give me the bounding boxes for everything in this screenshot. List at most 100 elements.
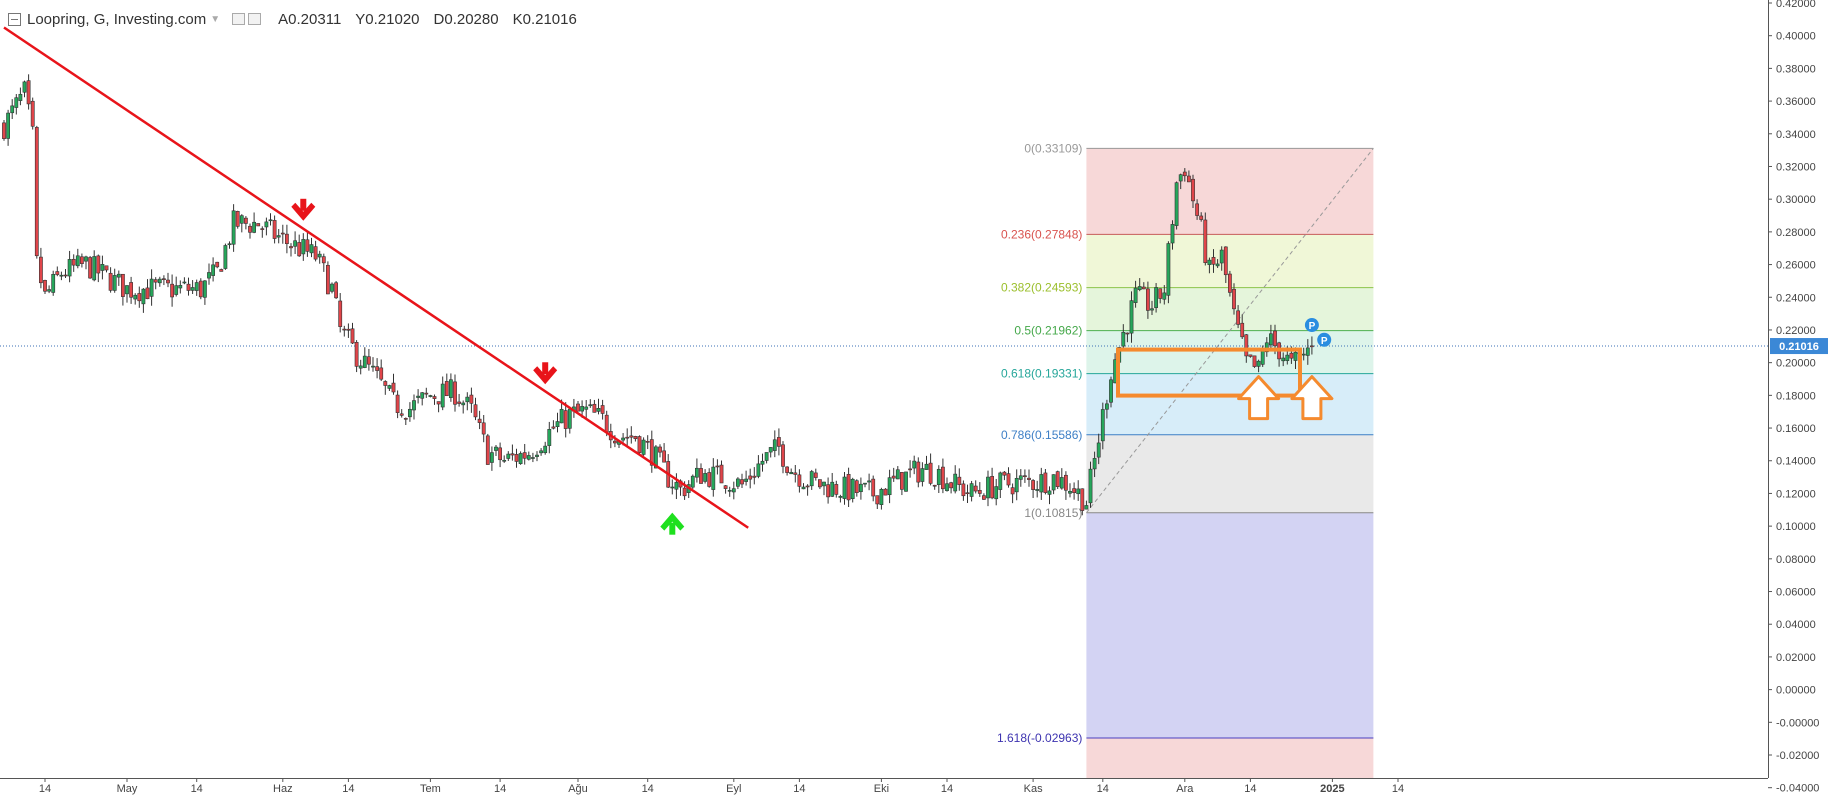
candle: [510, 444, 515, 461]
candles: [2, 74, 1314, 516]
candle: [1174, 181, 1179, 230]
candle: [178, 280, 183, 294]
candle-body: [1248, 354, 1253, 357]
candle: [92, 250, 97, 282]
candle-body: [703, 473, 708, 482]
candle: [719, 460, 724, 484]
candle-body: [1301, 353, 1306, 356]
candle: [321, 253, 326, 272]
candle: [1207, 257, 1212, 274]
candle: [358, 359, 363, 375]
candle-body: [592, 403, 597, 413]
candle: [526, 451, 531, 461]
x-tick-label: Tem: [420, 783, 441, 795]
candle: [645, 435, 650, 450]
candle: [1269, 324, 1273, 350]
candle-body: [321, 256, 326, 264]
fib-band: [1086, 512, 1374, 739]
candle-body: [1215, 263, 1220, 267]
candle: [768, 447, 773, 458]
candle: [723, 485, 728, 494]
candle-body: [850, 478, 855, 499]
candle: [1080, 488, 1085, 516]
candle: [735, 477, 740, 490]
candle: [969, 480, 974, 502]
candle: [1281, 352, 1286, 367]
candle-body: [63, 274, 68, 277]
candle-body: [272, 220, 277, 239]
candle: [981, 493, 986, 500]
candle: [805, 484, 810, 496]
candle-body: [1051, 474, 1056, 491]
candle-body: [1105, 403, 1109, 410]
down-arrow: [533, 362, 558, 385]
candle: [977, 482, 982, 497]
candle: [879, 487, 884, 510]
candle: [502, 455, 507, 463]
candle-body: [498, 447, 503, 461]
candle-body: [760, 460, 765, 465]
candle: [157, 276, 162, 287]
candle-body: [846, 474, 851, 501]
x-tick-label: 14: [342, 783, 354, 795]
candle-body: [891, 475, 896, 479]
candle-body: [448, 379, 453, 398]
x-tick-label: 14: [1097, 783, 1109, 795]
candle-body: [826, 484, 831, 498]
candle: [133, 293, 138, 305]
candle: [1248, 354, 1253, 358]
candle-body: [502, 459, 507, 462]
candle-body: [576, 403, 580, 412]
candle: [465, 392, 470, 411]
candle: [440, 376, 445, 411]
candle-body: [116, 273, 121, 278]
candle-body: [817, 479, 822, 488]
candle-body: [1310, 345, 1314, 348]
y-axis-panel: [1768, 0, 1840, 798]
candle: [772, 430, 777, 458]
candle: [871, 475, 876, 502]
candle-body: [936, 468, 941, 485]
arrow-head: [660, 512, 685, 531]
x-tick-label: 14: [941, 783, 953, 795]
candle-body: [1002, 471, 1007, 476]
candle-body: [1125, 332, 1130, 335]
x-tick-label: Kas: [1024, 783, 1043, 795]
candle-body: [227, 243, 232, 246]
candle-body: [100, 264, 105, 271]
candle: [1076, 480, 1081, 501]
settings-icon[interactable]: [232, 13, 246, 25]
fib-diagonal: [1086, 148, 1374, 514]
candle-body: [961, 483, 966, 497]
candle-body: [883, 488, 888, 496]
fib-level-label: 0.786(0.15586): [1001, 428, 1082, 442]
candle-body: [215, 261, 220, 268]
candle: [752, 467, 757, 485]
candle: [211, 257, 216, 282]
candle: [563, 402, 568, 438]
candle: [116, 270, 121, 286]
candle: [1240, 314, 1245, 339]
candle-body: [559, 408, 564, 424]
candle: [551, 420, 556, 430]
candle: [198, 278, 203, 300]
candle-body: [260, 228, 265, 230]
candle-body: [604, 414, 609, 433]
eye-icon[interactable]: [248, 13, 262, 25]
candle: [284, 224, 289, 254]
candle-body: [268, 219, 273, 222]
candle: [846, 467, 851, 508]
candle-body: [424, 392, 429, 395]
candle: [547, 421, 552, 454]
candle: [121, 273, 125, 306]
candle: [1310, 336, 1314, 355]
chevron-down-icon[interactable]: ▼: [210, 13, 221, 25]
candle: [305, 231, 310, 257]
candle: [18, 87, 23, 106]
candle-body: [67, 259, 72, 277]
candle-body: [1182, 171, 1187, 177]
candle-body: [764, 452, 769, 461]
candle: [1027, 469, 1031, 487]
candle: [1187, 170, 1191, 183]
collapse-icon[interactable]: [8, 12, 21, 26]
